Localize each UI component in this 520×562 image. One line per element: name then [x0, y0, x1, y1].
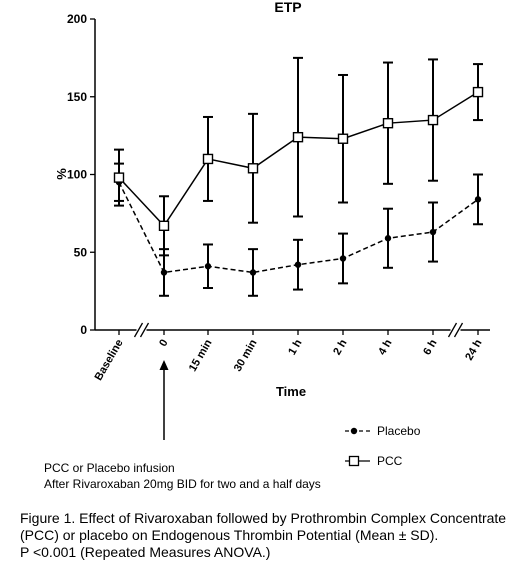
x-tick-label: 6 h	[421, 337, 439, 357]
legend-placebo-marker	[350, 427, 358, 435]
data-point	[429, 228, 437, 236]
y-tick-label: 200	[67, 12, 87, 26]
annotation-line-1: PCC or Placebo infusion	[44, 461, 175, 475]
axis-break-mark	[447, 322, 458, 338]
infusion-annotation: PCC or Placebo infusion After Rivaroxaba…	[44, 360, 321, 491]
data-point	[292, 131, 304, 143]
caption-line-3: P <0.001 (Repeated Measures ANOVA.)	[20, 544, 271, 560]
caption-line-1: Figure 1. Effect of Rivaroxaban followed…	[20, 510, 507, 526]
x-tick-label: Baseline	[93, 338, 126, 383]
axes: 0 50 100 150 200 Baseline 0 15 min 30 min 1 h 2 h 4…	[67, 12, 490, 383]
data-point	[474, 196, 482, 203]
data-point	[427, 114, 439, 126]
data-point	[337, 133, 349, 144]
figure-caption: Figure 1. Effect of Rivaroxaban followed…	[20, 510, 520, 561]
x-tick-label: 30 min	[232, 337, 260, 373]
y-tick-label: 150	[67, 90, 87, 104]
axis-break-gap	[136, 323, 147, 337]
x-tick-label: 2 h	[331, 337, 349, 357]
infusion-arrowhead	[159, 360, 169, 370]
legend-item-pcc: PCC	[345, 454, 403, 468]
data-point	[113, 172, 125, 183]
axis-break-mark	[139, 322, 150, 338]
axis-break-mark	[453, 322, 464, 338]
axis-break-gap	[450, 323, 461, 337]
x-axis-label: Time	[276, 384, 306, 399]
x-tick-label: 0	[157, 338, 170, 349]
data-point	[339, 255, 347, 262]
annotation-line-2: After Rivaroxaban 20mg BID for two and a…	[44, 477, 321, 491]
series-pcc	[113, 56, 484, 257]
series-layer	[113, 56, 484, 297]
x-tick-label: 15 min	[187, 337, 215, 373]
data-point	[202, 153, 214, 165]
legend-item-placebo: Placebo	[345, 424, 421, 438]
data-point	[249, 269, 257, 276]
data-point	[160, 269, 168, 276]
data-point	[247, 163, 259, 174]
y-tick-label: 50	[74, 245, 88, 259]
data-point	[158, 220, 170, 232]
x-tick-label: 24 h	[463, 337, 485, 362]
y-axis-label: %	[54, 168, 69, 180]
series-placebo	[114, 162, 483, 297]
legend-pcc-marker	[348, 455, 360, 467]
caption-line-2: (PCC) or placebo on Endogenous Thrombin …	[20, 527, 439, 543]
y-tick-label: 0	[80, 323, 87, 337]
legend: Placebo PCC	[345, 424, 421, 468]
data-point	[294, 261, 302, 268]
x-tick-label: 4 h	[376, 337, 394, 357]
etp-chart: ETP % Time 0 50 100 150 200 Baseline 0 15 min 30…	[44, 0, 490, 491]
chart-title: ETP	[274, 0, 301, 15]
data-point	[204, 263, 212, 270]
data-point	[382, 117, 394, 129]
legend-placebo-label: Placebo	[377, 424, 421, 438]
legend-pcc-label: PCC	[377, 454, 403, 468]
x-tick-label: 1 h	[286, 337, 304, 357]
data-point	[384, 235, 392, 242]
data-point	[472, 86, 484, 98]
y-tick-label: 100	[67, 168, 87, 182]
axis-break-mark	[133, 322, 144, 338]
